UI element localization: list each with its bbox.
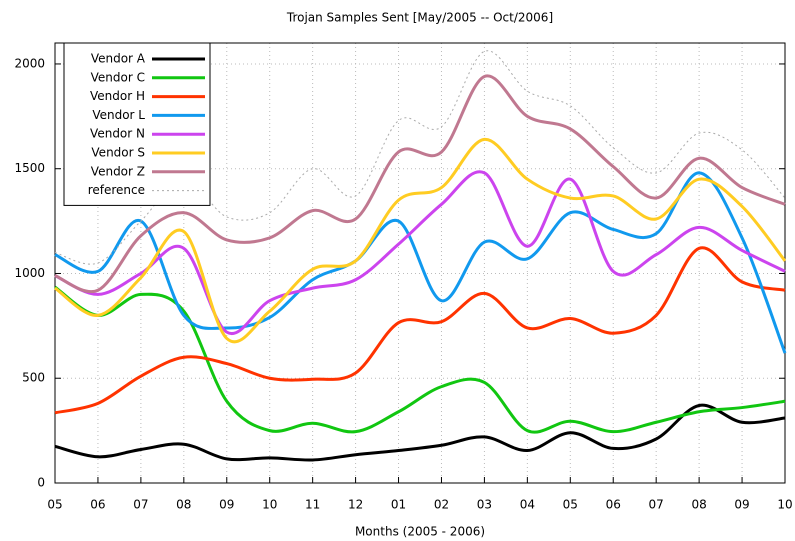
x-tick-label: 09: [219, 498, 234, 512]
x-tick-label: 05: [563, 498, 578, 512]
x-tick-label: 08: [691, 498, 706, 512]
x-tick-label: 10: [262, 498, 277, 512]
x-tick-label: 09: [734, 498, 749, 512]
x-tick-label: 02: [434, 498, 449, 512]
legend-label: Vendor N: [90, 127, 145, 141]
legend-label: Vendor A: [91, 52, 146, 66]
x-axis-title: Months (2005 - 2006): [355, 525, 485, 539]
series-line: [54, 170, 786, 336]
series-line: [54, 246, 786, 415]
legend-label: Vendor C: [91, 70, 145, 84]
x-tick-label: 08: [176, 498, 191, 512]
y-tick-label: 2000: [14, 56, 45, 70]
chart-title: Trojan Samples Sent [May/2005 -- Oct/200…: [286, 11, 553, 25]
x-tick-label: 04: [520, 498, 535, 512]
y-tick-label: 1000: [14, 266, 45, 280]
legend-label: Vendor L: [92, 108, 145, 122]
x-tick-label: 12: [348, 498, 363, 512]
x-tick-label: 07: [133, 498, 148, 512]
y-tick-label: 0: [37, 476, 45, 490]
plot-border: [54, 42, 786, 484]
legend-label: Vendor Z: [91, 164, 145, 178]
x-tick-label: 06: [606, 498, 621, 512]
x-tick-label: 11: [305, 498, 320, 512]
legend-label: Vendor H: [90, 89, 145, 103]
series-line: [54, 137, 787, 344]
legend-label: reference: [88, 183, 145, 197]
legend-box: [63, 42, 211, 206]
x-tick-label: 10: [777, 498, 792, 512]
x-tick-label: 05: [47, 498, 62, 512]
series-line: [54, 403, 786, 462]
x-tick-label: 03: [477, 498, 492, 512]
y-tick-label: 500: [22, 371, 45, 385]
series-line: [54, 74, 786, 294]
x-tick-label: 06: [90, 498, 105, 512]
y-tick-label: 1500: [14, 161, 45, 175]
x-tick-label: 07: [649, 498, 664, 512]
x-tick-label: 01: [391, 498, 406, 512]
series-line: [54, 285, 786, 434]
legend-label: Vendor S: [91, 146, 145, 160]
